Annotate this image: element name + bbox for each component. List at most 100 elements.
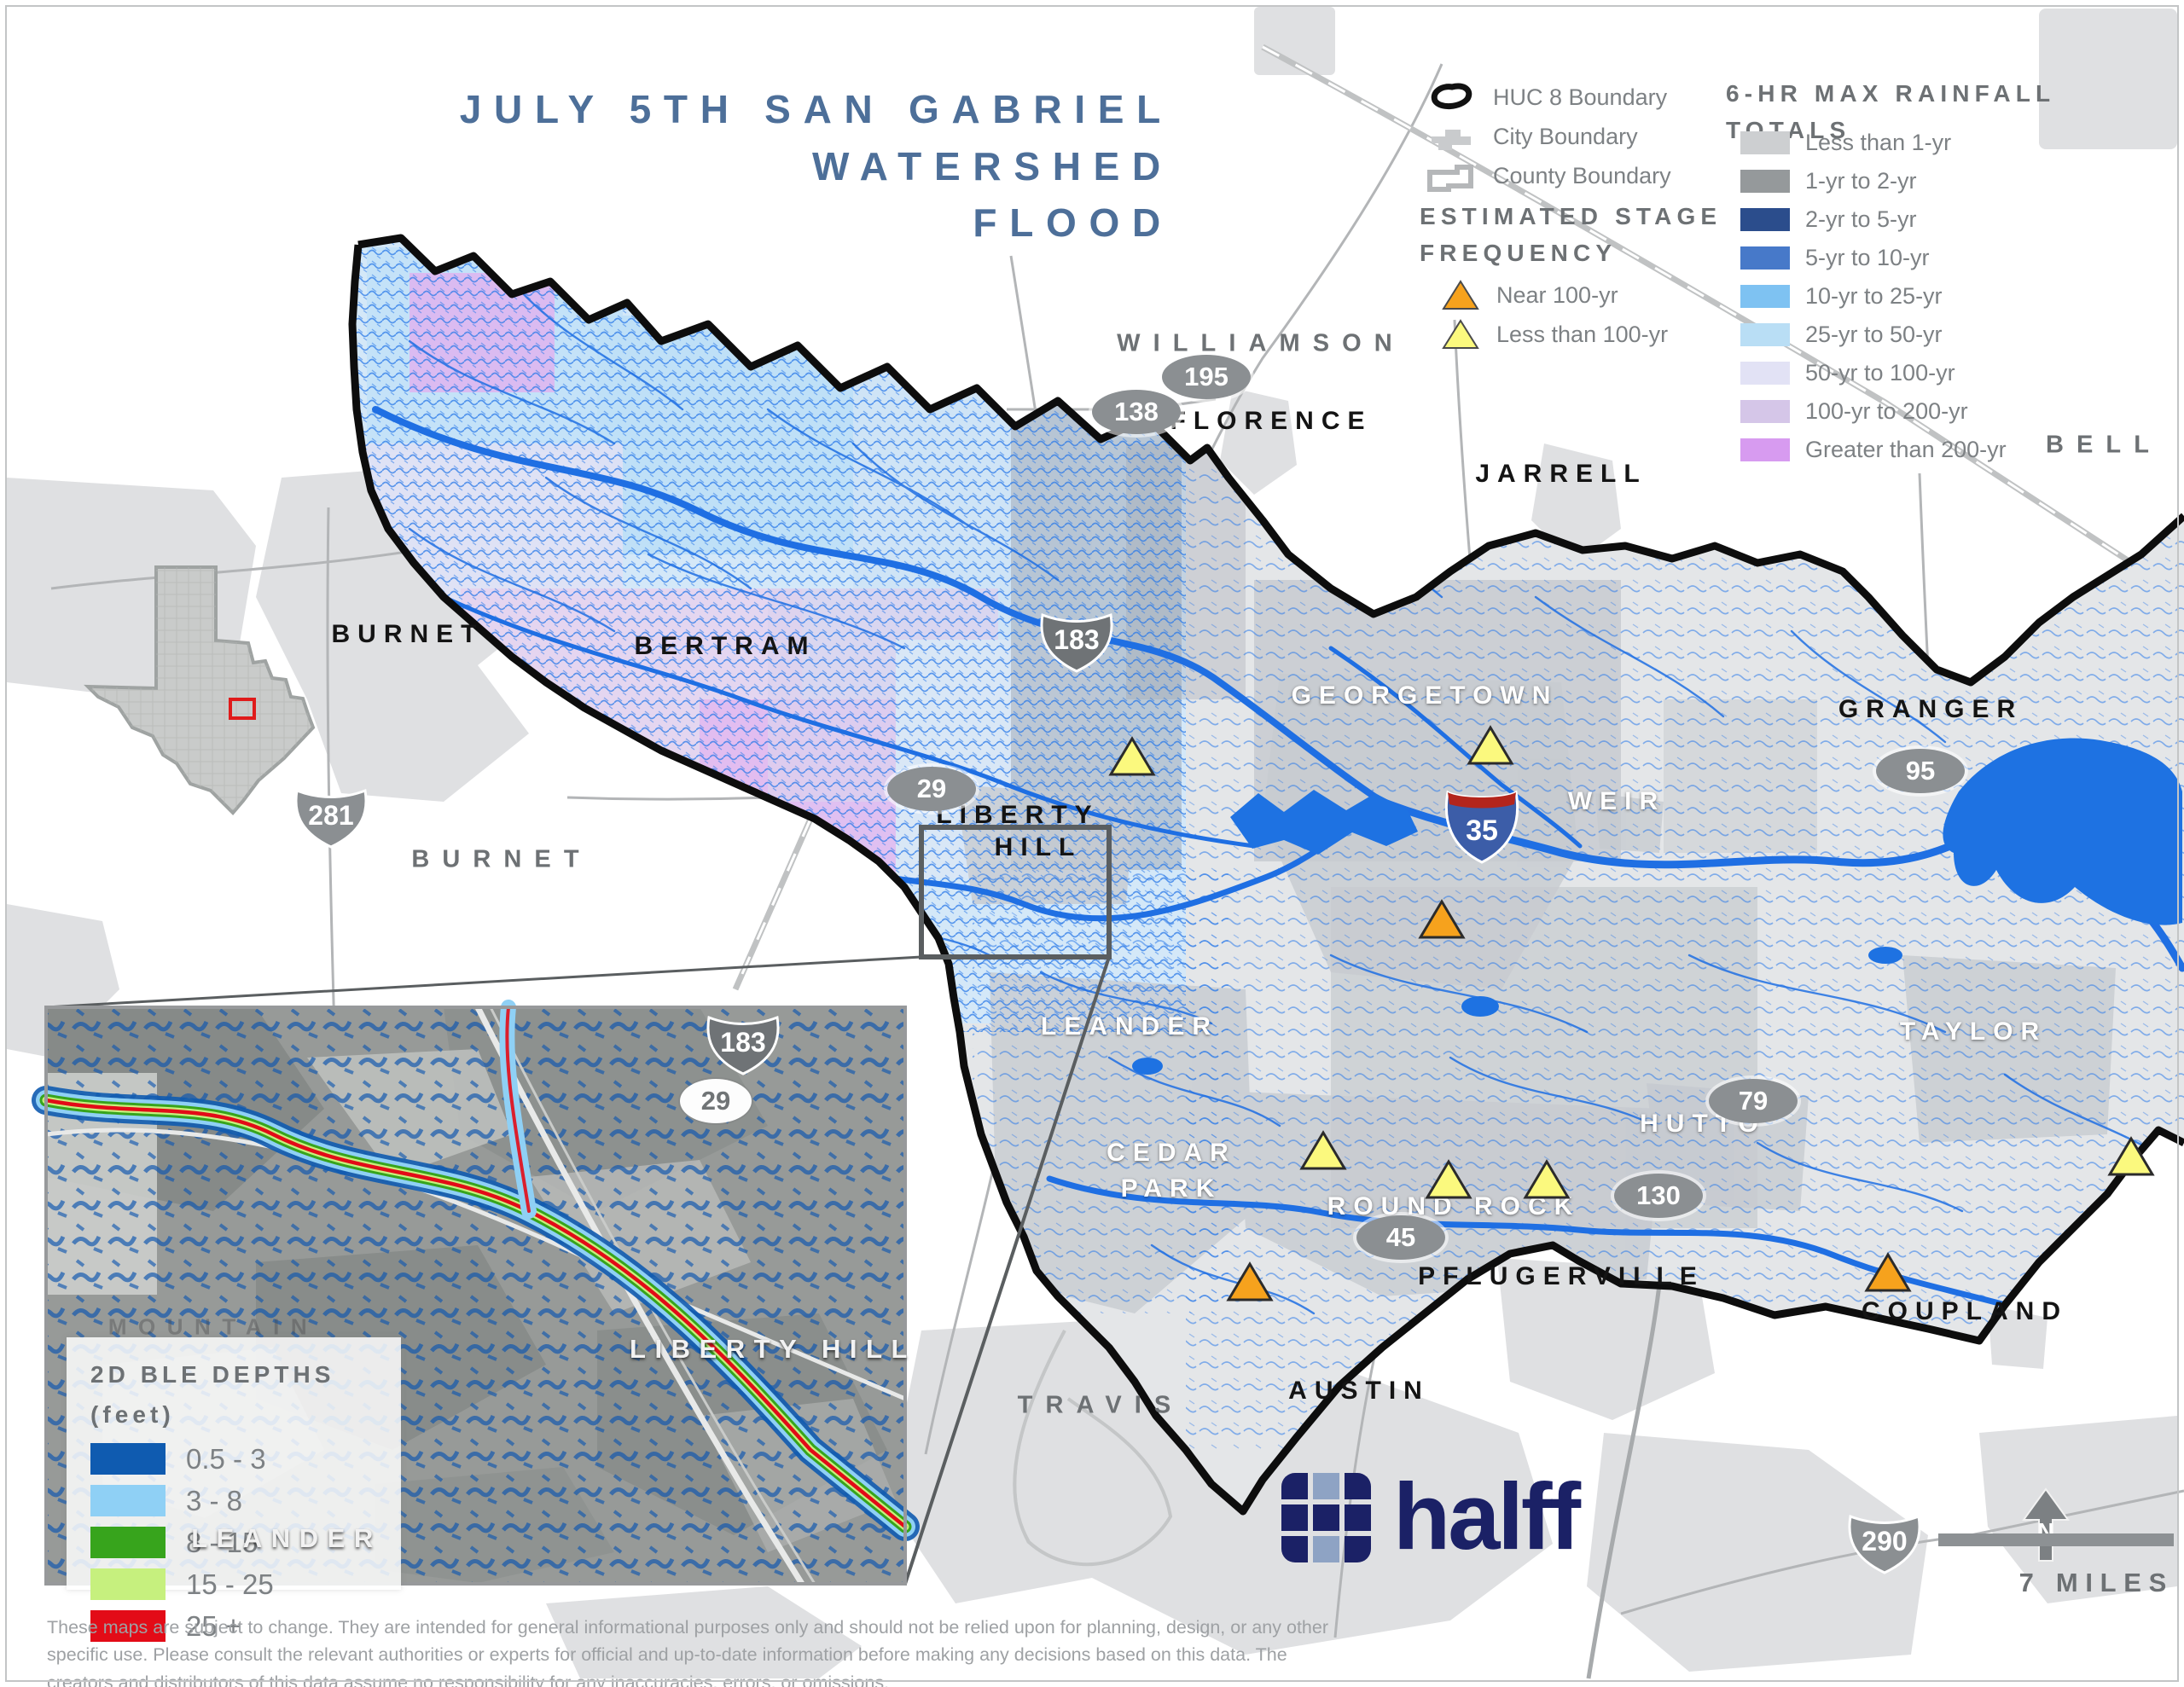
city-label-pflugerville: PFLUGERVILLE [1418,1262,1705,1290]
map-title: JULY 5TH SAN GABRIEL WATERSHED FLOOD [119,81,1173,252]
us-shield-icon [294,788,368,849]
inset-us-route-shield-183: 183 [702,1007,784,1077]
city-label-weir: WEIR [1567,787,1666,815]
rainfall-legend-title: 6-HR MAX RAINFALL TOTALS [1726,80,2056,144]
legend-county-label: County Boundary [1493,162,1671,188]
ble-row-0: 0.5 - 3 [90,1443,401,1475]
ble-depths-legend: 2D BLE DEPTHS (feet) 0.5 - 3 3 - 8 8 - 1… [67,1337,401,1643]
city-label-coupland: COUPLAND [1862,1297,2068,1325]
highway-shield-195: 195 [1162,355,1251,399]
ble-row-4: 25 + [90,1610,401,1643]
city-label-burnet: BURNET [331,620,485,648]
rainfall-swatch-4 [1740,285,1790,308]
texas-locator-inset [84,565,316,815]
lakes [1132,738,2182,1075]
rainfall-row-6: 50-yr to 100-yr [1740,360,1955,386]
stage-marker-less100-round-rock-east [1522,1158,1571,1201]
ble-swatch-1 [90,1485,166,1517]
halff-logo: halff [1281,1464,1581,1569]
rainfall-row-7: 100-yr to 200-yr [1740,398,1968,425]
city-label-hill: HILL [994,833,1083,861]
map-title-line2: FLOOD [973,200,1173,246]
halff-logo-text: halff [1393,1464,1581,1569]
rainfall-swatch-7 [1740,400,1790,423]
stage-frequency-title: ESTIMATED STAGE FREQUENCY [1420,203,1722,267]
highway-shield-138: 138 [1092,390,1181,434]
scale-bar [1938,1533,2174,1546]
inset-label-mountain: MOUNTAIN [107,1313,319,1340]
ble-row-1: 3 - 8 [90,1485,401,1517]
ble-row-3: 15 - 25 [90,1568,401,1601]
inset-state-shield-29: 29 [680,1079,752,1123]
stage-marker-less100-east [2106,1135,2156,1178]
ble-title: 2D BLE DEPTHS [90,1361,335,1388]
stage-marker-less100-brushy-west [1298,1129,1348,1172]
less-100yr-triangle-icon [1442,319,1479,349]
us-shield-icon [1848,1514,1921,1574]
highway-shield-29: 29 [887,767,976,811]
legend-city-label: City Boundary [1493,123,1638,149]
halff-logo-grid-icon [1281,1472,1371,1562]
city-label-park: PARK [1120,1174,1223,1203]
scale-bar-label: 7 MILES [2018,1568,2174,1597]
legend-city-row: City Boundary [1423,118,1638,155]
us-route-shield-183: 183 [1036,605,1118,675]
city-label-liberty: LIBERTY [936,801,1100,829]
city-label-taylor: TAYLOR [1899,1017,2048,1046]
city-label-leander: LEANDER [1040,1012,1219,1041]
rainfall-row-8: Greater than 200-yr [1740,437,2007,463]
ble-swatch-3 [90,1568,166,1601]
rainfall-swatch-6 [1740,362,1790,385]
ble-swatch-2 [90,1527,166,1559]
inset-label-liberty-hill: LIBERTY HILL [629,1334,917,1364]
map-title-line1: JULY 5TH SAN GABRIEL WATERSHED [459,87,1173,188]
us-shield-icon [706,1015,780,1075]
disclaimer-text: These maps are subject to change. They a… [47,1617,1328,1687]
us-shield-icon [1040,612,1113,673]
city-label-georgetown: GEORGETOWN [1291,681,1559,710]
inset-extent-indicator [45,825,1112,1585]
highway-shield-95: 95 [1876,749,1965,793]
north-arrow-icon: N [2022,1487,2070,1562]
rainfall-row-4: 10-yr to 25-yr [1740,283,1943,310]
stage-marker-less100-liberty-hill [1107,735,1157,778]
city-label-jarrell: JARRELL [1475,460,1647,488]
highway-shield-130: 130 [1614,1174,1703,1218]
near-100yr-triangle-icon [1442,280,1479,310]
huc8-boundary-icon [1431,83,1472,109]
stage-marker-less100-georgetown [1466,724,1515,767]
city-label-bertram: BERTRAM [634,632,816,660]
legend-county-row: County Boundary [1423,157,1671,194]
legend-huc8-label: HUC 8 Boundary [1493,84,1668,110]
city-label-florence: FLORENCE [1170,407,1373,435]
inset-label-leander: LEANDER [191,1523,382,1553]
interstate-shield-35: 35 [1443,784,1521,866]
city-label-cedar: CEDAR [1107,1139,1236,1167]
rainfall-row-1: 1-yr to 2-yr [1740,168,1917,194]
interstate-shield-icon [1444,790,1519,864]
county-label-williamson: WILLIAMSON [1117,329,1405,357]
rainfall-row-5: 25-yr to 50-yr [1740,322,1943,348]
highway-shield-45: 45 [1356,1215,1445,1260]
legend-less100-row: Less than 100-yr [1440,317,1668,351]
rainfall-swatch-3 [1740,246,1790,270]
county-boundary-icon [1427,165,1473,192]
highway-shield-79: 79 [1709,1079,1798,1123]
rainfall-row-2: 2-yr to 5-yr [1740,206,1917,233]
rainfall-swatch-5 [1740,323,1790,346]
ble-swatch-4 [90,1610,166,1643]
city-label-granger: GRANGER [1838,695,2024,723]
us-route-shield-290: 290 [1844,1506,1926,1576]
rainfall-row-3: 5-yr to 10-yr [1740,245,1930,271]
rainfall-swatch-1 [1740,170,1790,193]
legend-huc8-row: HUC 8 Boundary [1423,78,1667,116]
city-label-austin: AUSTIN [1288,1377,1430,1405]
huc8-watershed-boundary [348,234,2184,1516]
rainfall-swatch-2 [1740,208,1790,231]
stage-marker-near100-coupland [1863,1251,1913,1294]
county-label-travis: TRAVIS [1017,1391,1184,1419]
stage-marker-less100-round-rock [1424,1158,1473,1201]
us-route-shield-281: 281 [290,780,372,850]
